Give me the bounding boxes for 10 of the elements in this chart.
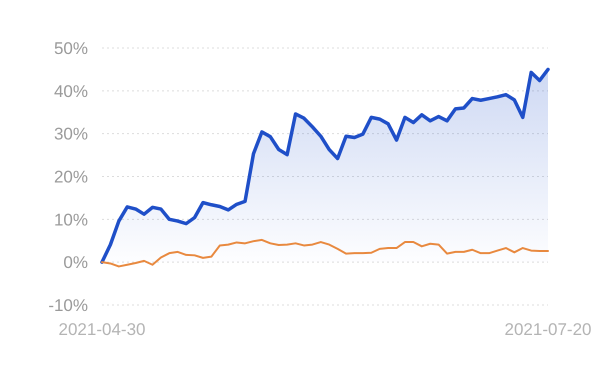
y-tick-label: 40%	[54, 82, 88, 101]
y-tick-label: 30%	[54, 124, 88, 144]
x-tick-label: 2021-04-30	[58, 320, 146, 339]
line-series	[101, 238, 549, 268]
y-tick-label: 10%	[54, 210, 88, 230]
y-tick-label: 50%	[54, 38, 88, 58]
y-tick-label: 20%	[54, 167, 88, 186]
y-tick-label: -10%	[48, 296, 88, 315]
x-tick-label: 2021-07-20	[504, 320, 592, 339]
y-tick-label: 0%	[63, 253, 88, 272]
